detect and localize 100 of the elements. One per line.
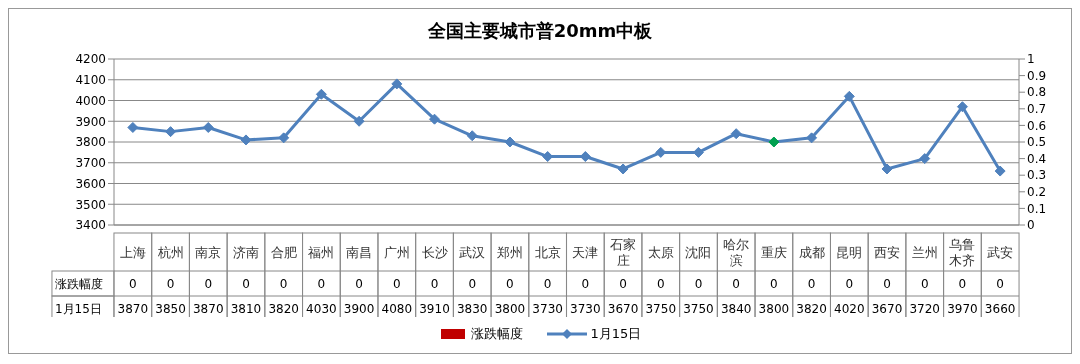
y-tick-label: 3400 — [75, 218, 106, 233]
data-label: 0 — [996, 277, 1004, 291]
data-label: 3820 — [796, 302, 827, 316]
point — [843, 90, 855, 102]
data-label: 0 — [619, 277, 627, 291]
point — [315, 88, 327, 100]
x-tick-label: 长沙 — [421, 245, 448, 260]
point — [504, 136, 516, 148]
data-label: 0 — [581, 277, 590, 291]
data-label: 0 — [656, 277, 665, 291]
point — [202, 121, 214, 133]
x-tick-label: 济南 — [232, 245, 259, 260]
data-label: 3800 — [494, 302, 526, 316]
x-tick-label: 武安 — [987, 245, 1014, 260]
y-tick-label: 4200 — [75, 52, 106, 67]
data-label: 3750 — [645, 302, 677, 316]
data-label: 0 — [279, 277, 288, 291]
data-label: 3720 — [909, 302, 940, 316]
point — [956, 101, 968, 113]
data-label: 3970 — [947, 302, 978, 316]
data-label: 3870 — [117, 302, 149, 316]
y2-tick-label: 0.2 — [1027, 185, 1047, 200]
data-label: 3820 — [268, 302, 299, 316]
x-tick-label: 合肥 — [270, 245, 297, 260]
data-label: 3730 — [570, 302, 601, 316]
data-label: 0 — [430, 277, 439, 291]
y2-tick-label: 0.8 — [1027, 85, 1047, 100]
x-tick-label: 上海 — [119, 245, 146, 260]
data-label: 3910 — [419, 302, 450, 316]
x-tick-label: 南昌 — [346, 245, 373, 260]
y2-tick-label: 0.7 — [1027, 102, 1047, 117]
x-tick-label: 广州 — [383, 245, 410, 260]
data-label: 0 — [129, 277, 137, 291]
chart-title: 全国主要城市普20mm中板 — [426, 19, 654, 43]
data-label: 3660 — [984, 302, 1016, 316]
point — [919, 153, 931, 165]
y2-tick-label: 0 — [1027, 218, 1035, 233]
point — [768, 136, 780, 148]
x-tick-label: 重庆 — [760, 245, 787, 260]
y-tick-label: 3800 — [75, 135, 106, 150]
y2-tick-label: 1 — [1027, 52, 1035, 67]
data-label: 0 — [166, 277, 175, 291]
y-tick-label: 3900 — [75, 114, 106, 129]
x-tick-label: 郑州 — [496, 245, 523, 260]
data-label: 3810 — [230, 302, 262, 316]
data-label: 0 — [883, 277, 891, 291]
data-label: 3750 — [683, 302, 714, 316]
x-tick-label: 西安 — [874, 245, 901, 260]
y2-tick-label: 0.6 — [1027, 118, 1047, 133]
y-tick-label: 3600 — [75, 176, 106, 191]
x-tick-label: 天津 — [572, 245, 599, 260]
point — [806, 132, 818, 144]
data-label: 0 — [694, 277, 703, 291]
x-tick-label: 哈尔滨 — [723, 237, 750, 268]
data-label: 0 — [920, 277, 929, 291]
y2-tick-label: 0.5 — [1027, 135, 1047, 150]
point — [165, 126, 177, 138]
point — [429, 113, 441, 125]
data-label: 0 — [392, 277, 401, 291]
data-label: 0 — [317, 277, 326, 291]
y2-tick-label: 0.4 — [1027, 151, 1047, 166]
point — [881, 163, 893, 175]
x-tick-label: 太原 — [647, 245, 674, 260]
data-label: 3850 — [155, 302, 186, 316]
x-tick-label: 成都 — [798, 245, 825, 260]
point — [994, 165, 1006, 177]
data-label: 3870 — [193, 302, 224, 316]
data-label: 0 — [807, 277, 816, 291]
legend-label: 涨跌幅度 — [470, 325, 523, 343]
x-tick-label: 武汉 — [459, 245, 486, 260]
data-label: 0 — [958, 277, 967, 291]
data-label: 0 — [468, 277, 477, 291]
x-tick-label: 沈阳 — [685, 245, 712, 260]
data-label: 0 — [543, 277, 552, 291]
point — [730, 128, 742, 140]
data-label: 3670 — [871, 302, 903, 316]
x-tick-label: 南京 — [195, 245, 222, 260]
x-tick-label: 福州 — [308, 245, 335, 260]
data-label: 0 — [732, 277, 741, 291]
point — [278, 132, 290, 144]
x-tick-label: 北京 — [534, 245, 561, 260]
point — [466, 130, 478, 142]
data-label: 4080 — [381, 302, 413, 316]
data-label: 3830 — [456, 302, 488, 316]
data-label: 3900 — [343, 302, 375, 316]
legend-label: 1月15日 — [590, 325, 642, 343]
x-tick-label: 杭州 — [156, 245, 184, 260]
y-tick-label: 3500 — [75, 197, 106, 212]
data-label: 3840 — [720, 302, 752, 316]
y2-tick-label: 0.3 — [1027, 168, 1047, 183]
data-label: 4020 — [834, 302, 865, 316]
y2-tick-label: 0.9 — [1027, 68, 1047, 83]
y-tick-label: 3700 — [75, 156, 106, 171]
data-label: 3800 — [758, 302, 790, 316]
x-tick-label: 乌鲁木齐 — [949, 237, 976, 268]
point — [391, 78, 403, 90]
y-tick-label: 4100 — [75, 73, 106, 88]
x-tick-label: 昆明 — [836, 245, 863, 260]
data-label: 0 — [845, 277, 854, 291]
y2-tick-label: 0.1 — [1027, 201, 1047, 216]
